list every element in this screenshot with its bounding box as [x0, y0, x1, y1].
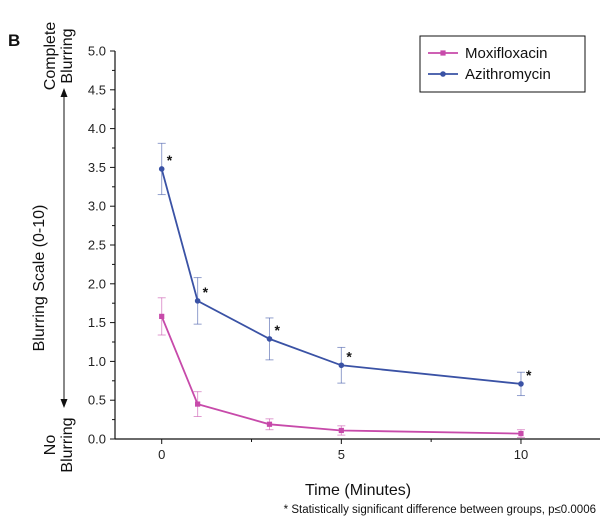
x-tick-label: 10: [514, 447, 528, 462]
data-point: [338, 427, 344, 434]
y-tick-label: 1.0: [88, 354, 106, 369]
y-tick-label: 4.5: [88, 82, 106, 97]
legend-item-azithromycin: Azithromycin: [428, 66, 551, 83]
y-tick-label: 2.5: [88, 238, 106, 253]
legend-marker: [440, 50, 446, 56]
data-point: [159, 313, 165, 319]
complete-label-line2: Blurring: [59, 28, 76, 83]
axes: 0.0 0.5 1.0 1.5 2.0 2.5 3.0 3.5 4.0 4.5 5.0 0 5 10: [88, 44, 600, 462]
data-point: [518, 430, 524, 437]
no-blurring-label-line1: No: [42, 435, 59, 456]
legend: Moxifloxacin Azithromycin: [419, 35, 586, 93]
data-point: [266, 336, 273, 342]
legend-label: Azithromycin: [465, 66, 551, 83]
y-tick-label: 3.0: [88, 199, 106, 214]
data-point: [338, 362, 345, 369]
y-tick-label: 2.0: [88, 276, 106, 291]
series-azithromycin: * * * * *: [157, 142, 532, 397]
y-tick-label: 4.0: [88, 121, 106, 136]
x-tick-label: 5: [338, 447, 345, 462]
y-tick-label: 3.5: [88, 160, 106, 175]
footnote: * Statistically significant difference b…: [284, 504, 596, 516]
complete-label-line1: Complete: [42, 22, 59, 91]
significance-star: *: [346, 348, 352, 364]
no-blurring-label-line2: Blurring: [59, 417, 76, 472]
y-tick-label: 1.5: [88, 315, 106, 330]
significance-star: *: [203, 284, 209, 300]
legend-item-moxifloxacin: Moxifloxacin: [428, 45, 548, 62]
data-point: [194, 298, 201, 304]
legend-label: Moxifloxacin: [465, 45, 548, 62]
data-point: [518, 381, 524, 387]
y-axis-title: Blurring Scale (0-10): [31, 205, 48, 352]
y-tick-label: 0.5: [88, 393, 106, 408]
significance-star: *: [274, 322, 280, 338]
scale-arrow: [60, 88, 68, 408]
significance-star: *: [167, 152, 173, 168]
y-tick-label: 0.0: [88, 432, 106, 447]
data-point: [195, 401, 201, 407]
significance-star: *: [526, 367, 532, 383]
x-tick-label: 0: [158, 447, 165, 462]
legend-box: [419, 35, 586, 93]
data-point: [266, 421, 273, 427]
data-point: [158, 166, 165, 172]
legend-marker: [440, 71, 446, 77]
series-moxifloxacin: [157, 297, 525, 438]
x-axis-title: Time (Minutes): [305, 482, 411, 499]
panel-label: B: [8, 31, 20, 50]
y-tick-label: 5.0: [88, 44, 106, 59]
series-layer: * * * * *: [157, 142, 532, 438]
